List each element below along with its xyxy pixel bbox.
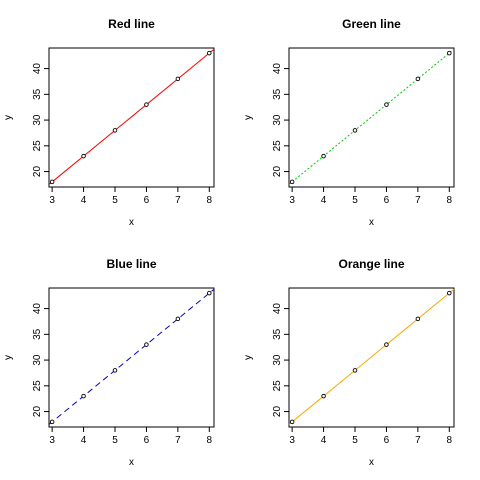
series-line — [48, 288, 215, 425]
data-point — [289, 179, 295, 185]
x-tick-label: 5 — [352, 195, 358, 206]
data-point — [175, 76, 181, 82]
x-tick-label: 5 — [352, 435, 358, 446]
y-tick-label: 30 — [32, 114, 43, 126]
chart-svg: Orange line 3 4 5 6 7 8 20 25 30 35 40 x y — [243, 257, 455, 468]
y-axis-label: y — [3, 115, 14, 120]
plot-frame — [48, 47, 215, 188]
x-tick-label: 4 — [81, 435, 87, 446]
y-tick-label: 20 — [272, 166, 283, 178]
y-tick-label: 20 — [32, 166, 43, 178]
x-tick-label: 7 — [175, 195, 181, 206]
x-tick-label: 6 — [144, 435, 150, 446]
data-point — [144, 102, 149, 107]
x-tick-label: 5 — [112, 195, 118, 206]
x-tick-label: 8 — [207, 195, 213, 206]
y-tick-label: 25 — [32, 380, 43, 392]
x-axis-label: x — [369, 217, 374, 228]
y-tick-label: 25 — [272, 380, 283, 392]
data-point — [81, 393, 86, 399]
data-point — [144, 342, 149, 347]
chart-svg: Red line 3 4 5 6 7 8 20 25 30 35 40 x y — [3, 17, 215, 228]
chart-panel-1: Red line 3 4 5 6 7 8 20 25 30 35 40 x y — [0, 0, 240, 240]
data-point — [175, 316, 181, 322]
x-tick-label: 3 — [289, 195, 295, 206]
data-point — [384, 342, 389, 347]
data-point — [352, 128, 358, 133]
y-tick-label: 40 — [272, 303, 283, 315]
data-point — [321, 393, 326, 399]
y-tick-label: 40 — [272, 63, 283, 75]
chart-title: Blue line — [106, 257, 156, 271]
y-tick-label: 35 — [32, 328, 43, 340]
plot-frame — [288, 287, 455, 428]
series-line — [48, 48, 215, 185]
y-tick-label: 30 — [32, 354, 43, 366]
x-tick-label: 7 — [415, 435, 421, 446]
x-tick-label: 4 — [81, 195, 87, 206]
x-tick-label: 7 — [175, 435, 181, 446]
y-tick-label: 35 — [272, 328, 283, 340]
x-axis-label: x — [369, 457, 374, 468]
data-point — [49, 419, 55, 425]
x-tick-label: 4 — [321, 435, 327, 446]
x-axis-label: x — [129, 217, 134, 228]
y-tick-label: 30 — [272, 114, 283, 126]
chart-panel-2: Green line 3 4 5 6 7 8 20 25 30 35 40 x y — [240, 0, 480, 240]
data-point — [112, 128, 118, 133]
chart-panel-3: Blue line 3 4 5 6 7 8 20 25 30 35 40 x y — [0, 240, 240, 480]
data-point — [384, 102, 389, 107]
x-tick-label: 8 — [207, 435, 213, 446]
y-axis-label: y — [243, 115, 254, 120]
y-tick-label: 20 — [32, 406, 43, 418]
y-tick-label: 30 — [272, 354, 283, 366]
plot-frame — [288, 47, 455, 188]
x-tick-label: 3 — [49, 435, 55, 446]
y-tick-label: 35 — [272, 88, 283, 100]
data-point — [352, 368, 358, 373]
x-tick-label: 8 — [447, 195, 453, 206]
x-tick-label: 3 — [289, 435, 295, 446]
data-point — [415, 76, 421, 82]
x-tick-label: 7 — [415, 195, 421, 206]
data-point — [112, 368, 118, 373]
x-tick-label: 3 — [49, 195, 55, 206]
x-axis-label: x — [129, 457, 134, 468]
chart-title: Green line — [342, 17, 401, 31]
data-point — [207, 50, 212, 56]
x-tick-label: 6 — [144, 195, 150, 206]
data-point — [447, 50, 452, 56]
data-point — [447, 290, 452, 296]
y-tick-label: 40 — [32, 303, 43, 315]
y-tick-label: 35 — [32, 88, 43, 100]
y-tick-label: 40 — [32, 63, 43, 75]
x-tick-label: 5 — [112, 435, 118, 446]
x-tick-label: 4 — [321, 195, 327, 206]
series-line — [288, 288, 455, 425]
data-point — [321, 153, 326, 159]
x-tick-label: 6 — [384, 195, 390, 206]
chart-title: Orange line — [338, 257, 404, 271]
data-point — [81, 153, 86, 159]
data-point — [207, 290, 212, 296]
chart-title: Red line — [108, 17, 155, 31]
chart-svg: Blue line 3 4 5 6 7 8 20 25 30 35 40 x y — [3, 257, 215, 468]
y-tick-label: 25 — [32, 140, 43, 152]
plot-frame — [48, 287, 215, 428]
series-line — [288, 48, 455, 185]
data-point — [415, 316, 421, 322]
y-axis-label: y — [3, 355, 14, 360]
data-point — [289, 419, 295, 425]
data-point — [49, 179, 55, 185]
chart-svg: Green line 3 4 5 6 7 8 20 25 30 35 40 x y — [243, 17, 455, 228]
x-tick-label: 6 — [384, 435, 390, 446]
y-tick-label: 20 — [272, 406, 283, 418]
y-axis-label: y — [243, 355, 254, 360]
x-tick-label: 8 — [447, 435, 453, 446]
chart-panel-4: Orange line 3 4 5 6 7 8 20 25 30 35 40 x y — [240, 240, 480, 480]
y-tick-label: 25 — [272, 140, 283, 152]
